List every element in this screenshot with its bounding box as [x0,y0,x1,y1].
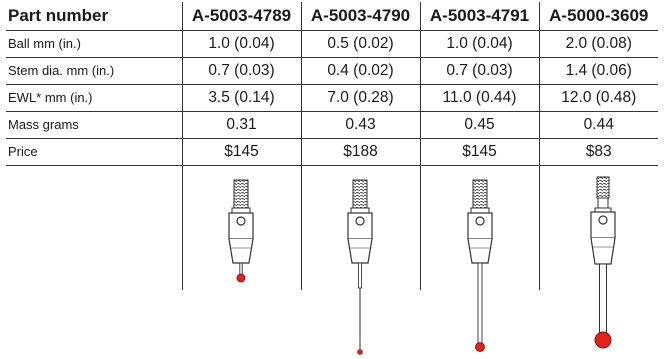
table-cell: $188 [300,138,420,166]
row-label: Mass grams [6,111,182,139]
column-divider [301,163,302,290]
column-divider [539,163,540,290]
header-row: Part number A-5003-4789 A-5003-4790 A-50… [6,2,658,31]
stylus-icon [347,179,373,355]
table-cell: $83 [538,138,658,166]
part-number-4: A-5000-3609 [538,2,658,31]
table-cell: 0.7 (0.03) [419,57,539,85]
column-divider [420,163,421,290]
table-cell: 0.5 (0.02) [300,30,420,58]
table-row: Mass grams 0.31 0.43 0.45 0.44 [6,111,658,139]
table-cell: 3.5 (0.14) [181,84,301,112]
table-cell: 0.7 (0.03) [181,57,301,85]
table-cell: 1.0 (0.04) [181,30,301,58]
row-label: Stem dia. mm (in.) [6,57,182,85]
table-cell: 0.43 [300,111,420,139]
table-cell: $145 [181,138,301,166]
part-number-2: A-5003-4790 [300,2,420,31]
table-cell: 2.0 (0.08) [538,30,658,58]
table-row: Stem dia. mm (in.) 0.7 (0.03) 0.4 (0.02)… [6,57,658,85]
table-cell: $145 [419,138,539,166]
table-cell: 0.31 [181,111,301,139]
table-cell: 1.4 (0.06) [538,57,658,85]
stylus-icon [590,176,616,349]
table-row: EWL* mm (in.) 3.5 (0.14) 7.0 (0.28) 11.0… [6,84,658,112]
row-label: EWL* mm (in.) [6,84,182,112]
table-cell: 0.44 [538,111,658,139]
table-cell: 1.0 (0.04) [419,30,539,58]
column-divider [182,163,183,290]
stylus-spec-table: Part number A-5003-4789 A-5003-4790 A-50… [6,2,658,166]
row-label: Price [6,138,182,166]
part-number-header: Part number [6,2,182,31]
table-cell: 12.0 (0.48) [538,84,658,112]
table-row: Ball mm (in.) 1.0 (0.04) 0.5 (0.02) 1.0 … [6,30,658,58]
table-cell: 0.45 [419,111,539,139]
table-cell: 7.0 (0.28) [300,84,420,112]
row-label: Ball mm (in.) [6,30,182,58]
stylus-icon [467,179,493,352]
table-cell: 0.4 (0.02) [300,57,420,85]
stylus-icon [228,179,254,283]
part-number-3: A-5003-4791 [419,2,539,31]
part-number-1: A-5003-4789 [181,2,301,31]
table-row: Price $145 $188 $145 $83 [6,138,658,166]
table-cell: 11.0 (0.44) [419,84,539,112]
